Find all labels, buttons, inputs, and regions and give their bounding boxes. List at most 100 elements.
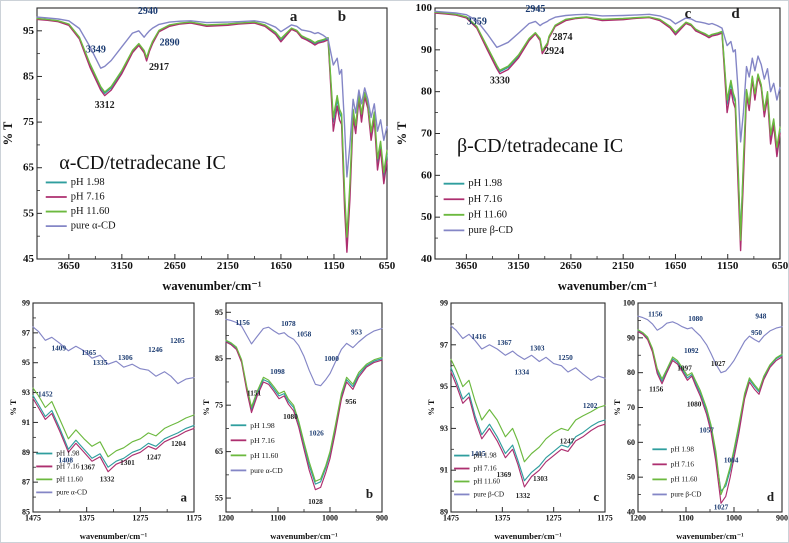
x-tick-label: 1375 [494, 514, 510, 523]
legend-label: pure α-CD [56, 488, 87, 496]
peak-annotation: 2940 [138, 6, 158, 17]
peak-annotation: 2924 [544, 46, 564, 57]
spectrum-curve-pure [225, 318, 383, 387]
peak-annotation: 3349 [86, 44, 106, 55]
legend-label: pH 7.16 [473, 465, 497, 473]
peak-annotation: 956 [345, 397, 356, 406]
y-tick-label: 55 [215, 494, 223, 503]
x-tick-label: 1000 [726, 514, 742, 523]
y-tick-label: 95 [215, 308, 223, 317]
spectrum-curve-ph198 [32, 395, 195, 468]
peak-annotation: 948 [755, 312, 766, 321]
legend-label: pH 1.98 [56, 449, 80, 457]
panel-beta-full-spectrum: 3650 3150 2650 2150 1650 1150 650 100 90 80 70 60 50… [395, 2, 788, 293]
y-tick-label: 65 [23, 162, 35, 174]
panel-letter: b [366, 486, 373, 501]
peak-annotation: 1026 [309, 429, 324, 438]
peak-annotation: 3330 [490, 76, 510, 87]
y-tick-label: 90 [627, 333, 635, 342]
y-tick-label: 99 [22, 299, 30, 308]
y-tick-label: 93 [440, 424, 448, 433]
spectrum-curve-pure [36, 16, 388, 178]
x-tick-label: 650 [379, 260, 396, 272]
spectrum-curve-ph716 [32, 397, 195, 473]
legend-label: pure α-CD [250, 466, 283, 475]
y-tick-label: 90 [421, 44, 433, 56]
y-axis-label: % T [8, 399, 18, 415]
x-tick-label: 2650 [164, 260, 187, 272]
peak-annotation: 1306 [118, 353, 133, 362]
peak-annotation: 1334 [515, 367, 530, 376]
panel-letter: a [181, 490, 188, 505]
peak-annotation: 3312 [95, 100, 115, 111]
peak-annotation: 1416 [471, 332, 486, 341]
peak-annotation: 1004 [724, 455, 739, 464]
peak-annotation: 1098 [270, 367, 285, 376]
legend-label: pH 7.16 [56, 462, 80, 470]
panel-beta-zoom-1200-900: 1200 1100 1000 900 100 90 80 70 60 50 40 wavenumber… [612, 299, 788, 542]
peak-annotation: 1452 [38, 390, 53, 399]
spectrum-curve-ph716 [637, 331, 783, 504]
y-tick-label: 91 [22, 418, 30, 427]
peak-annotation: 3359 [467, 17, 487, 28]
peak-annotation: 1027 [714, 502, 729, 511]
x-tick-label: 1000 [322, 514, 338, 523]
legend-label: pH 1.98 [468, 178, 502, 189]
panel-letter: b [338, 9, 346, 25]
panel-letter: a [290, 9, 298, 25]
peak-annotation: 1000 [324, 354, 339, 363]
legend-label: pH 11.60 [671, 475, 698, 483]
x-tick-label: 2150 [612, 260, 635, 272]
y-tick-label: 95 [23, 25, 35, 37]
y-tick-label: 60 [421, 169, 433, 181]
y-axis-label: % T [612, 399, 622, 415]
legend-label: pure α-CD [71, 221, 116, 232]
peak-annotation: 2945 [525, 4, 545, 15]
x-tick-label: 1475 [443, 514, 459, 523]
y-tick-label: 85 [23, 70, 35, 82]
y-tick-label: 70 [627, 403, 635, 412]
peak-annotation: 1367 [80, 463, 95, 472]
y-tick-label: 45 [23, 253, 35, 265]
y-tick-label: 99 [440, 299, 448, 308]
x-tick-label: 2150 [217, 260, 240, 272]
panel-alpha-full-spectrum: 3650 3150 2650 2150 1650 1150 650 95 85 75 65 55 45 w… [1, 6, 396, 293]
peak-annotation: 1246 [148, 345, 163, 354]
y-tick-label: 97 [22, 328, 30, 337]
spectrum-curve-pure [434, 10, 781, 143]
x-axis-label: wavenumber/cm⁻¹ [676, 531, 744, 541]
peak-annotation: 1057 [699, 426, 714, 435]
peak-annotation: 1058 [297, 330, 312, 339]
x-tick-label: 1200 [218, 514, 234, 523]
legend-label: pH 7.16 [250, 436, 275, 445]
peak-annotation: 2890 [160, 38, 180, 49]
peak-annotation: 2874 [553, 32, 573, 43]
y-axis-label: % T [1, 121, 15, 145]
legend-label: pure β-CD [473, 490, 504, 498]
spectrum-curve-ph198 [450, 367, 606, 482]
peak-annotation: 1092 [684, 346, 699, 355]
panel-letter: d [731, 6, 740, 22]
y-axis-label: % T [201, 399, 211, 415]
y-tick-label: 75 [215, 401, 223, 410]
spectrum-curve-ph198 [637, 330, 783, 492]
x-tick-label: 1150 [717, 260, 739, 272]
panel-letter: d [767, 489, 775, 504]
x-tick-label: 1175 [597, 514, 613, 523]
peak-annotation: 1078 [281, 319, 296, 328]
peak-annotation: 1202 [583, 401, 598, 410]
peak-annotation: 1367 [497, 338, 512, 347]
x-tick-label: 1275 [132, 514, 148, 523]
spectrum-curve-ph1160 [32, 387, 195, 458]
peak-annotation: 1080 [283, 412, 298, 421]
legend-label: pure β-CD [468, 225, 513, 236]
x-axis-label: wavenumber/cm⁻¹ [494, 531, 562, 541]
x-tick-label: 1150 [323, 260, 345, 272]
plot-frame [637, 302, 783, 513]
y-tick-label: 85 [215, 354, 223, 363]
peak-annotation: 1097 [677, 364, 692, 373]
legend-label: pH 7.16 [468, 194, 502, 205]
x-tick-label: 2650 [560, 260, 583, 272]
spectrum-curve-ph1160 [225, 339, 383, 482]
peak-annotation: 1303 [530, 343, 545, 352]
